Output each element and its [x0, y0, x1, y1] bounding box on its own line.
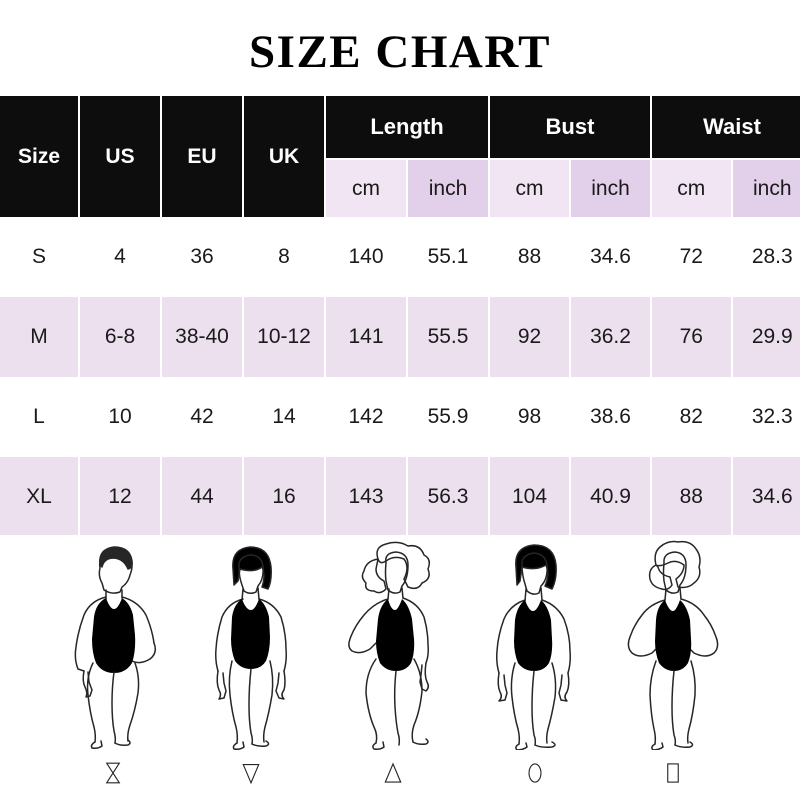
- cell-length-cm: 142: [325, 377, 408, 457]
- body-illustration-hourglass: [38, 535, 188, 750]
- triangle-shape-icon: [384, 761, 402, 783]
- cell-us: 12: [79, 457, 162, 537]
- page-title: SIZE CHART: [249, 26, 551, 78]
- inverted-triangle-shape-icon: [242, 763, 260, 784]
- size-table: Size US EU UK Length Bust Waist cm inch …: [0, 96, 800, 537]
- cell-us: 10: [79, 377, 162, 457]
- cell-bust-inch: 34.6: [570, 217, 652, 297]
- unit-header-length-cm: cm: [325, 159, 408, 217]
- table-head: Size US EU UK Length Bust Waist cm inch …: [0, 96, 800, 217]
- cell-eu: 36: [161, 217, 244, 297]
- cell-uk: 10-12: [243, 297, 326, 377]
- column-header-size: Size: [0, 96, 80, 217]
- cell-eu: 42: [161, 377, 244, 457]
- cell-waist-cm: 82: [651, 377, 733, 457]
- cell-uk: 16: [243, 457, 326, 537]
- size-table-container: Size US EU UK Length Bust Waist cm inch …: [0, 96, 800, 537]
- unit-header-bust-cm: cm: [489, 159, 571, 217]
- cell-bust-inch: 36.2: [570, 297, 652, 377]
- cell-length-cm: 141: [325, 297, 408, 377]
- cell-waist-inch: 28.3: [731, 217, 800, 297]
- table-body: S 4 36 8 140 55.1 88 34.6 72 28.3 M 6-8 …: [0, 217, 800, 537]
- body-figure-4: [460, 535, 610, 800]
- table-row: M 6-8 38-40 10-12 141 55.5 92 36.2 76 29…: [0, 297, 800, 377]
- cell-length-inch: 55.5: [407, 297, 490, 377]
- cell-us: 4: [79, 217, 162, 297]
- shape-symbol-rectangle: [598, 750, 748, 795]
- body-illustration-inverted-triangle: [176, 535, 326, 750]
- cell-waist-inch: 34.6: [731, 457, 800, 537]
- header-row-groups: Size US EU UK Length Bust Waist: [0, 96, 800, 217]
- cell-length-inch: 55.1: [407, 217, 490, 297]
- body-figure-5: [598, 535, 748, 800]
- cell-waist-cm: 72: [651, 217, 733, 297]
- shape-symbol-triangle: [318, 750, 468, 795]
- cell-bust-inch: 38.6: [570, 377, 652, 457]
- hourglass-shape-icon: [105, 762, 121, 783]
- shape-symbol-hourglass: [38, 750, 188, 795]
- column-group-header-waist: Waist: [651, 96, 800, 160]
- body-illustration-oval: [460, 535, 610, 750]
- oval-shape-icon: [528, 762, 542, 783]
- unit-header-waist-inch: inch: [731, 159, 800, 217]
- unit-header-bust-inch: inch: [570, 159, 652, 217]
- cell-size: S: [0, 217, 80, 297]
- body-illustration-rectangle: [598, 535, 748, 750]
- cell-length-cm: 143: [325, 457, 408, 537]
- cell-waist-inch: 32.3: [731, 377, 800, 457]
- header-row-units: cm inch cm inch cm inch: [0, 159, 800, 217]
- cell-size: XL: [0, 457, 80, 537]
- column-group-header-bust: Bust: [489, 96, 652, 160]
- table-row: XL 12 44 16 143 56.3 104 40.9 88 34.6: [0, 457, 800, 537]
- body-figure-1: [38, 535, 188, 800]
- cell-bust-inch: 40.9: [570, 457, 652, 537]
- cell-waist-cm: 76: [651, 297, 733, 377]
- table-row: L 10 42 14 142 55.9 98 38.6 82 32.3: [0, 377, 800, 457]
- shape-symbol-oval: [460, 750, 610, 795]
- column-header-eu: EU: [161, 96, 244, 217]
- cell-length-inch: 55.9: [407, 377, 490, 457]
- cell-bust-cm: 88: [489, 217, 571, 297]
- cell-waist-cm: 88: [651, 457, 733, 537]
- body-shape-illustrations: [0, 535, 800, 800]
- shape-symbol-inverted-triangle: [176, 750, 326, 795]
- cell-size: M: [0, 297, 80, 377]
- rectangle-shape-icon: [667, 762, 679, 783]
- cell-uk: 8: [243, 217, 326, 297]
- cell-bust-cm: 98: [489, 377, 571, 457]
- cell-waist-inch: 29.9: [731, 297, 800, 377]
- cell-uk: 14: [243, 377, 326, 457]
- body-figure-3: [318, 535, 468, 800]
- unit-header-length-inch: inch: [407, 159, 490, 217]
- cell-us: 6-8: [79, 297, 162, 377]
- cell-eu: 38-40: [161, 297, 244, 377]
- column-group-header-length: Length: [325, 96, 490, 160]
- cell-size: L: [0, 377, 80, 457]
- unit-header-waist-cm: cm: [651, 159, 733, 217]
- cell-length-inch: 56.3: [407, 457, 490, 537]
- cell-eu: 44: [161, 457, 244, 537]
- table-row: S 4 36 8 140 55.1 88 34.6 72 28.3: [0, 217, 800, 297]
- column-header-uk: UK: [243, 96, 326, 217]
- column-header-us: US: [79, 96, 162, 217]
- body-figure-2: [176, 535, 326, 800]
- body-illustration-triangle: [318, 535, 468, 750]
- cell-bust-cm: 92: [489, 297, 571, 377]
- cell-length-cm: 140: [325, 217, 408, 297]
- cell-bust-cm: 104: [489, 457, 571, 537]
